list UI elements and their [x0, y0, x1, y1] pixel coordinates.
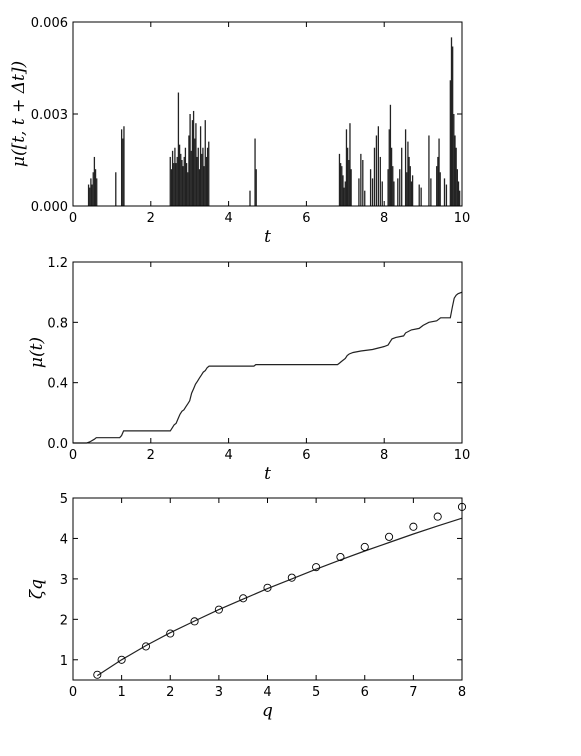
x-tick-label: 6 — [361, 685, 369, 700]
y-tick-label: 0.0 — [47, 437, 68, 452]
x-tick-label: 10 — [454, 448, 471, 463]
x-tick-label: 0 — [69, 211, 77, 226]
data-point — [312, 563, 321, 572]
cumulative-line — [73, 291, 463, 444]
x-tick-label: 7 — [409, 685, 417, 700]
y-tick-label: 2 — [60, 613, 68, 628]
x-axis-label: t — [264, 464, 271, 484]
y-tick-label: 1.2 — [47, 256, 68, 271]
y-tick-label: 0.8 — [47, 316, 68, 331]
y-tick-label: 0.003 — [31, 108, 68, 123]
x-tick-label: 8 — [380, 211, 388, 226]
data-point — [117, 655, 126, 664]
y-tick-label: 4 — [60, 532, 68, 547]
data-point — [263, 583, 272, 592]
x-tick-label: 2 — [147, 211, 155, 226]
data-point — [93, 670, 102, 679]
plot-frame — [72, 21, 463, 207]
data-point — [287, 573, 296, 582]
x-tick-label: 10 — [454, 211, 471, 226]
y-tick-label: 5 — [60, 492, 68, 507]
y-tick-label: 0.4 — [47, 377, 68, 392]
x-tick-label: 1 — [117, 685, 125, 700]
data-point — [409, 522, 418, 531]
y-axis-label: ζq — [27, 579, 47, 599]
plot-frame — [72, 261, 463, 444]
data-point — [433, 512, 442, 521]
data-point — [190, 617, 199, 626]
y-tick-label: 1 — [60, 654, 68, 669]
x-tick-label: 4 — [263, 685, 271, 700]
bars-group — [87, 37, 461, 206]
y-tick-label: 3 — [60, 573, 68, 588]
ticks-group: 0 1 2 3 4 5 6 7 8 1 2 3 4 5 — [60, 492, 466, 700]
y-axis-label: μ([t, t + Δt]) — [9, 61, 29, 167]
x-tick-label: 4 — [224, 211, 232, 226]
x-tick-label: 6 — [302, 211, 310, 226]
data-point — [141, 642, 150, 651]
x-tick-label: 8 — [458, 685, 466, 700]
x-tick-label: 0 — [69, 448, 77, 463]
data-point — [360, 542, 369, 551]
x-tick-label: 8 — [380, 448, 388, 463]
panel-measure-increments: 0 2 4 6 8 10 0.000 0.003 0.006 t μ([t, t + Δt]) — [9, 16, 470, 247]
panel-cumulative-measure: 0 2 4 6 8 10 0.0 0.4 0.8 1.2 t μ(t) — [27, 256, 470, 484]
y-axis-label: μ(t) — [27, 337, 47, 368]
data-point — [385, 532, 394, 541]
panel-scaling-exponents: 0 1 2 3 4 5 6 7 8 1 2 3 4 5 q ζq — [27, 492, 466, 721]
x-tick-label: 3 — [215, 685, 223, 700]
data-point — [336, 552, 345, 562]
x-axis-label: t — [264, 227, 271, 247]
ticks-group: 0 2 4 6 8 10 0.0 0.4 0.8 1.2 — [47, 256, 470, 463]
y-tick-label: 0.006 — [31, 16, 68, 31]
data-point — [239, 594, 248, 603]
x-tick-label: 6 — [302, 448, 310, 463]
x-tick-label: 4 — [224, 448, 232, 463]
ticks-group: 0 2 4 6 8 10 0.000 0.003 0.006 — [31, 16, 470, 226]
theory-curve — [96, 517, 463, 677]
x-tick-label: 0 — [69, 685, 77, 700]
data-point — [166, 629, 175, 638]
x-tick-label: 2 — [166, 685, 174, 700]
markers-group — [93, 502, 467, 679]
y-tick-label: 0.000 — [31, 200, 68, 215]
x-tick-label: 2 — [147, 448, 155, 463]
x-axis-label: q — [262, 701, 273, 721]
x-tick-label: 5 — [312, 685, 320, 700]
data-point — [214, 605, 223, 614]
